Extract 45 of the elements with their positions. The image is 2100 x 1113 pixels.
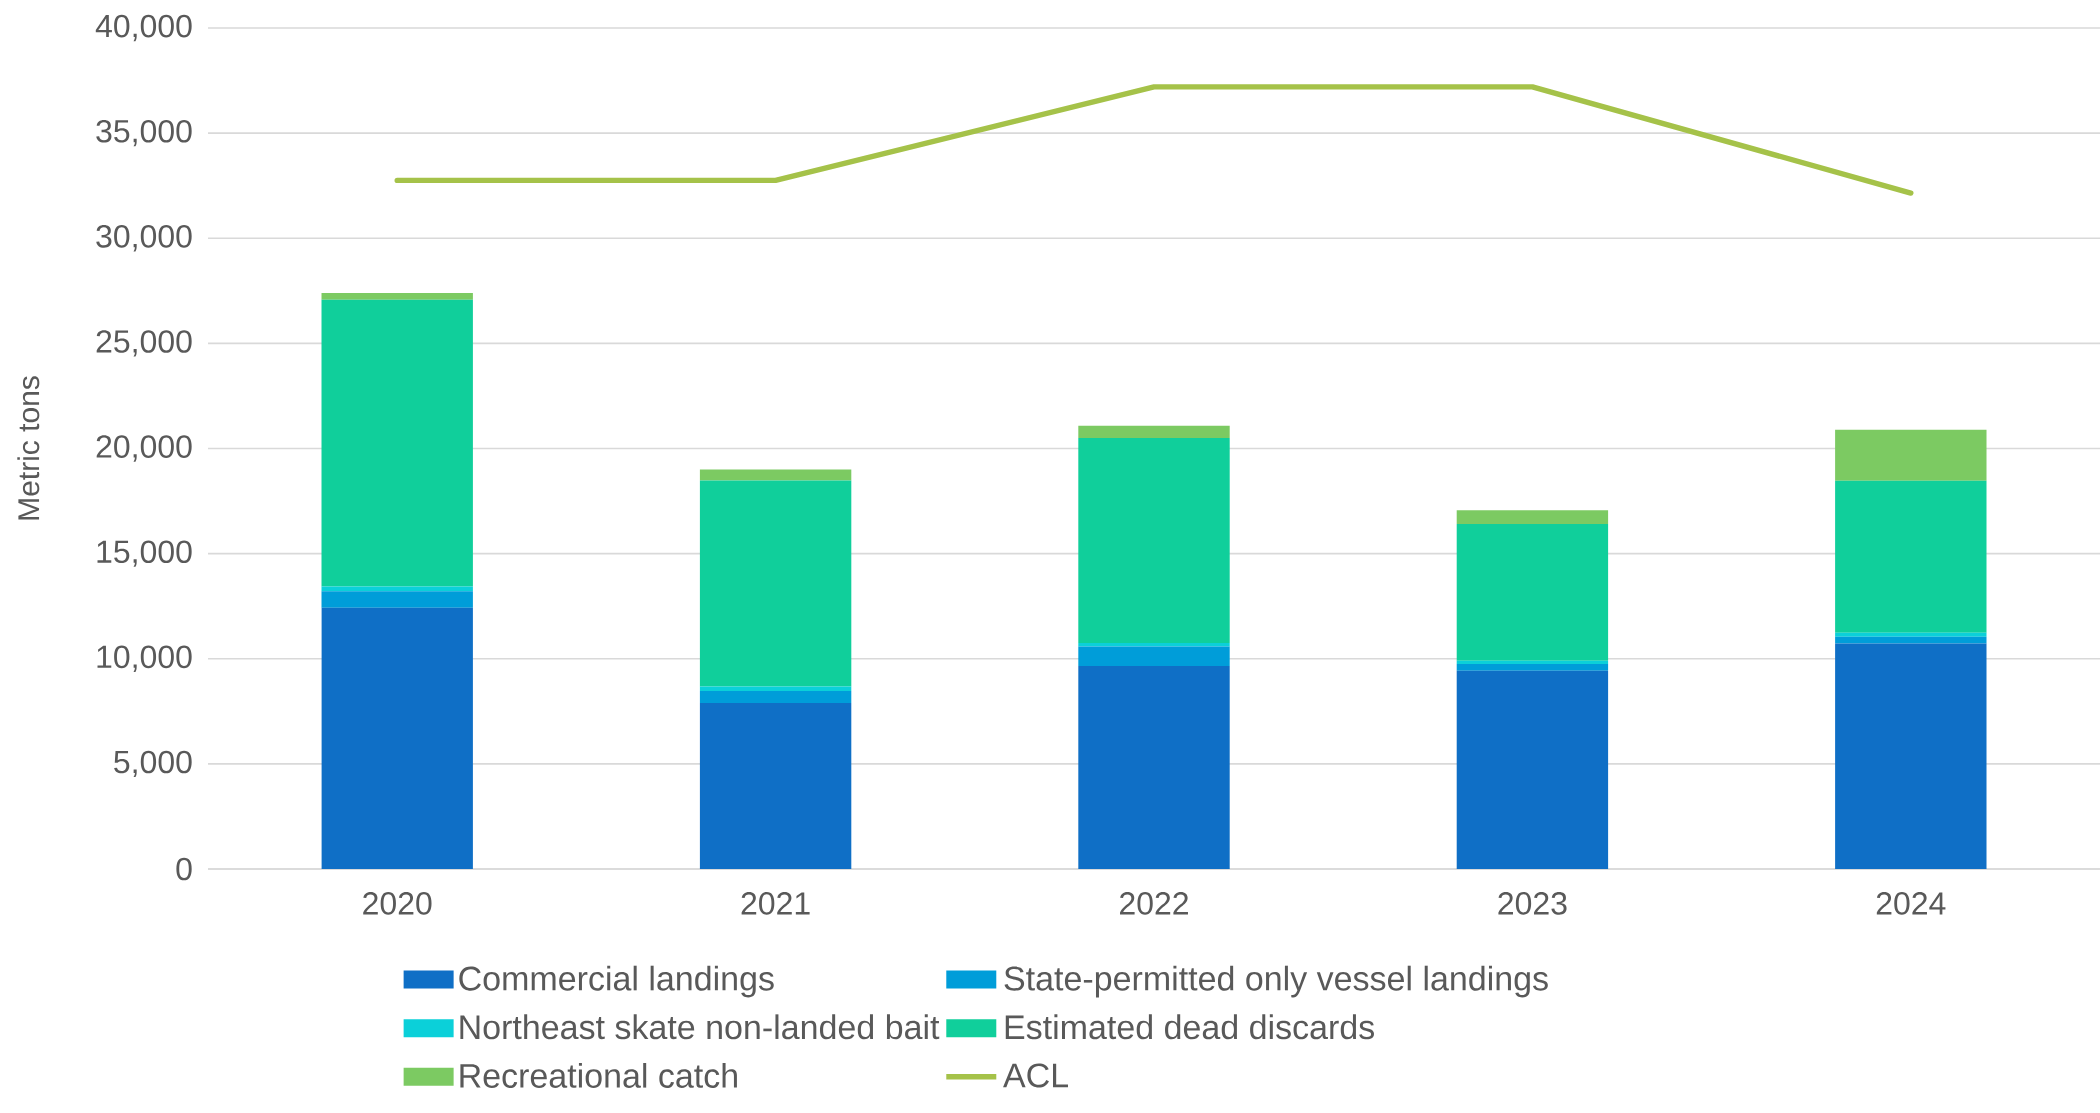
bar	[1835, 429, 1987, 481]
legend-label: Northeast skate non-landed bait	[460, 1014, 940, 1040]
y-tick-label: 0	[176, 857, 192, 881]
legend-label: Commercial landings	[459, 965, 774, 998]
bar	[699, 691, 852, 703]
bar	[699, 469, 852, 481]
x-tick-label: 2023	[1498, 892, 1567, 915]
y-tick-label: 5,000	[114, 750, 192, 778]
y-axis-title: Metric tons	[17, 376, 40, 520]
bar	[321, 299, 473, 587]
bar	[1078, 437, 1230, 643]
bar	[321, 591, 473, 608]
bar	[1078, 642, 1230, 647]
x-tick-label: 2024	[1876, 892, 1946, 915]
y-tick-label: 10,000	[97, 645, 192, 672]
y-tick-label: 25,000	[96, 330, 192, 357]
y-tick-label: 35,000	[96, 119, 192, 147]
bar	[1456, 523, 1609, 661]
bar	[321, 586, 473, 592]
legend-label: ACL	[1003, 1063, 1068, 1088]
y-tick-label: 15,000	[97, 540, 192, 567]
bar	[1456, 670, 1609, 869]
x-tick-label: 2022	[1120, 892, 1188, 915]
bar	[1456, 664, 1609, 671]
x-tick-label: 2020	[363, 892, 432, 915]
bar	[1456, 510, 1609, 524]
bar	[321, 293, 473, 300]
bar	[1835, 643, 1987, 869]
bar	[1078, 425, 1230, 438]
bar	[699, 702, 852, 869]
legend-label: Recreational catch	[460, 1062, 737, 1088]
legend-label: Estimated dead discards	[1005, 1014, 1374, 1040]
bar	[1078, 646, 1230, 666]
bar	[699, 686, 852, 692]
bar	[1078, 665, 1230, 869]
bar	[699, 480, 852, 687]
y-tick-label: 40,000	[95, 14, 192, 42]
legend-label: State-permitted only vessel landings	[1004, 965, 1548, 998]
y-tick-label: 20,000	[96, 435, 192, 462]
bar	[1835, 480, 1987, 633]
bar	[1835, 636, 1987, 644]
x-tick-label: 2021	[741, 892, 810, 915]
bar	[1835, 632, 1987, 637]
bar	[321, 607, 473, 869]
y-tick-label: 30,000	[96, 225, 192, 252]
